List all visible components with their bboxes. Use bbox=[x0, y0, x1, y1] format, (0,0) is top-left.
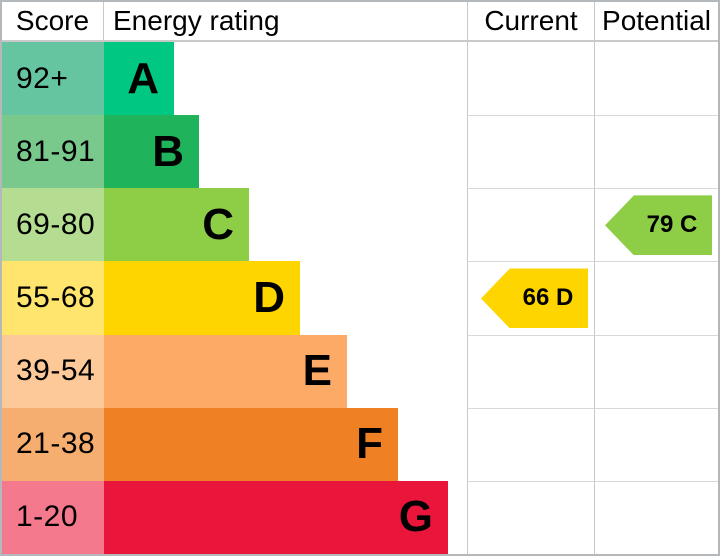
potential-arrow: 79 C bbox=[605, 195, 712, 256]
bar-area: C bbox=[104, 188, 467, 262]
potential-cell bbox=[594, 115, 718, 189]
band-row: 81-91 B bbox=[2, 115, 718, 189]
bar-area: F bbox=[104, 407, 467, 481]
band-row: 69-80 C 79 C bbox=[2, 188, 718, 262]
band-row: 21-38 F bbox=[2, 407, 718, 481]
bands: 92+ A 81-91 B 69-80 C 79 C 55-68 D 66 D … bbox=[2, 42, 718, 554]
score-cell: 21-38 bbox=[2, 407, 104, 481]
bar-area: D bbox=[104, 261, 467, 335]
bar-area: G bbox=[104, 480, 467, 554]
bar-area: A bbox=[104, 42, 467, 116]
score-cell: 55-68 bbox=[2, 261, 104, 335]
potential-cell bbox=[594, 334, 718, 408]
current-cell bbox=[467, 115, 594, 189]
header-energy-rating: Energy rating bbox=[113, 5, 280, 36]
potential-cell bbox=[594, 261, 718, 335]
rating-bar: D bbox=[104, 261, 300, 335]
band-row: 39-54 E bbox=[2, 334, 718, 408]
rating-bar: B bbox=[104, 115, 199, 189]
rating-bar: G bbox=[104, 480, 448, 554]
current-cell: 66 D bbox=[467, 261, 594, 335]
current-cell bbox=[467, 42, 594, 116]
potential-cell bbox=[594, 407, 718, 481]
potential-cell bbox=[594, 480, 718, 554]
rating-bar: E bbox=[104, 334, 347, 408]
score-cell: 92+ bbox=[2, 42, 104, 116]
score-cell: 1-20 bbox=[2, 480, 104, 554]
rating-bar: C bbox=[104, 188, 249, 262]
band-row: 1-20 G bbox=[2, 480, 718, 554]
potential-cell: 79 C bbox=[594, 188, 718, 262]
chart-header: Score Energy rating Current Potential bbox=[2, 2, 718, 42]
current-arrow: 66 D bbox=[481, 268, 588, 329]
header-score: Score bbox=[2, 2, 104, 40]
rating-bar: F bbox=[104, 407, 398, 481]
score-cell: 39-54 bbox=[2, 334, 104, 408]
bar-area: E bbox=[104, 334, 467, 408]
current-cell bbox=[467, 480, 594, 554]
header-potential: Potential bbox=[594, 2, 718, 40]
band-row: 92+ A bbox=[2, 42, 718, 116]
rating-bar: A bbox=[104, 42, 174, 116]
score-cell: 69-80 bbox=[2, 188, 104, 262]
current-cell bbox=[467, 188, 594, 262]
current-cell bbox=[467, 407, 594, 481]
current-cell bbox=[467, 334, 594, 408]
header-current: Current bbox=[467, 2, 594, 40]
bar-area: B bbox=[104, 115, 467, 189]
score-cell: 81-91 bbox=[2, 115, 104, 189]
potential-cell bbox=[594, 42, 718, 116]
band-row: 55-68 D 66 D bbox=[2, 261, 718, 335]
